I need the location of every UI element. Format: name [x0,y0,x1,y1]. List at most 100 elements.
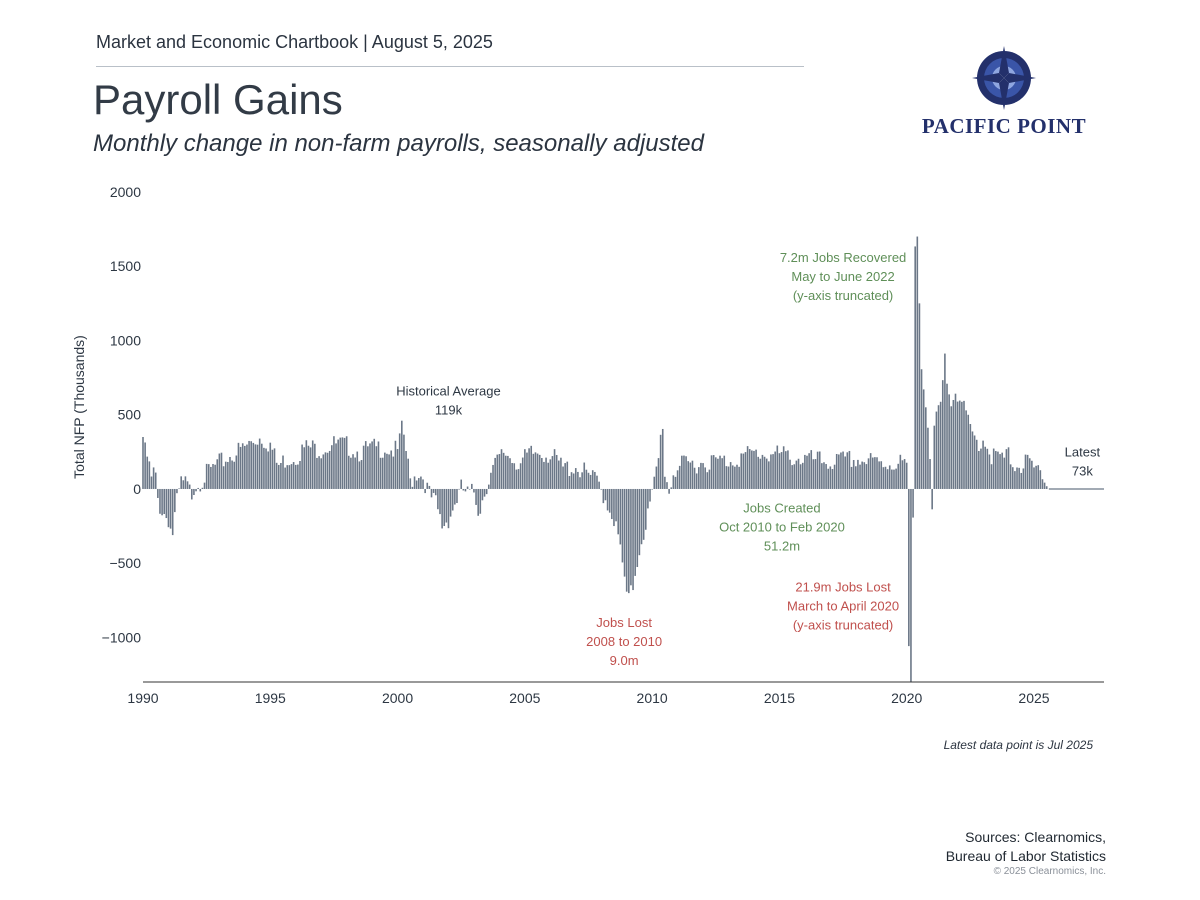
annotation-recovered: 7.2m Jobs Recovered May to June 2022 (y-ax… [780,250,906,303]
bar [212,464,214,489]
bar [532,453,535,489]
bar [1026,454,1029,489]
bar [791,465,793,489]
bar [604,488,607,501]
bar [965,410,967,489]
bar [161,488,163,516]
bar [721,458,723,489]
bar [738,466,740,489]
bar [598,481,600,489]
bar [271,449,274,489]
bar [780,452,783,489]
bar [978,451,980,489]
bar [888,465,891,489]
bar [538,454,541,489]
bar [250,441,252,489]
bar [220,452,223,489]
bar [644,488,647,530]
bar [273,448,276,489]
bar [528,448,530,489]
annotation-line: Oct 2010 to Feb 2020 [719,520,845,535]
bar [683,455,685,489]
bar [513,463,516,489]
bar [500,449,503,489]
bar [685,456,687,489]
bar [562,466,564,489]
header-divider [96,66,804,67]
bar [551,456,554,489]
bar [950,406,953,489]
bar [458,488,460,490]
bar [922,389,925,489]
bar [471,483,473,489]
bar [630,488,632,586]
bar [927,427,929,489]
chartbook-header: Market and Economic Chartbook | August 5… [96,32,493,52]
bar [863,462,866,489]
bar [992,448,995,489]
bar [490,472,492,489]
bar [986,448,989,489]
bar [407,458,409,489]
bar [507,455,509,489]
bar [874,457,876,489]
bar [521,457,524,489]
annotation-line: 7.2m Jobs Recovered [780,250,906,265]
x-tick-label: 2000 [382,690,413,706]
sources-note: Sources: Clearnomics, Bureau of Labor St… [946,828,1106,866]
bar [793,464,796,489]
bar [190,488,193,500]
bar [335,443,337,489]
bar [910,488,912,682]
bar [152,467,155,489]
bar [935,411,938,489]
bar [239,446,242,489]
bar [449,488,452,517]
x-tick-label: 2025 [1018,690,1049,706]
logo-wordmark: PACIFIC POINT [921,114,1087,138]
bar [613,488,615,527]
bar [369,443,371,489]
bar [823,462,825,489]
bar [869,453,872,489]
bar [462,488,465,491]
bar [801,462,804,489]
bar [568,476,571,489]
bar [784,451,787,489]
bar [214,464,216,489]
bar [515,469,518,489]
sources-line-2: Bureau of Labor Statistics [945,848,1106,864]
bar [441,488,443,529]
bar [899,454,902,489]
bar [676,470,679,489]
bar [772,454,774,489]
bar [401,420,403,489]
bar [275,462,278,489]
bar [812,459,815,489]
bar [216,459,219,489]
bar [574,468,577,489]
y-tick-label: 1500 [110,258,141,274]
bar [237,442,240,489]
bar [549,459,552,489]
y-tick-label: 1000 [110,332,141,348]
bar [1022,468,1025,489]
annotation-line: 51.2m [764,539,800,554]
bar [882,467,885,489]
bar [303,447,306,489]
compass-icon [972,46,1036,110]
bar [844,456,846,489]
bar [647,488,649,509]
bar [286,465,289,489]
bar [428,485,431,489]
bar [260,443,263,489]
bar [422,479,424,489]
y-tick-label: 500 [118,407,142,423]
bar [774,451,776,489]
bar [509,458,511,489]
bar [967,414,970,489]
annotation-line: 73k [1072,463,1093,478]
bar [246,444,248,489]
bar [891,469,893,489]
bar [526,452,528,489]
